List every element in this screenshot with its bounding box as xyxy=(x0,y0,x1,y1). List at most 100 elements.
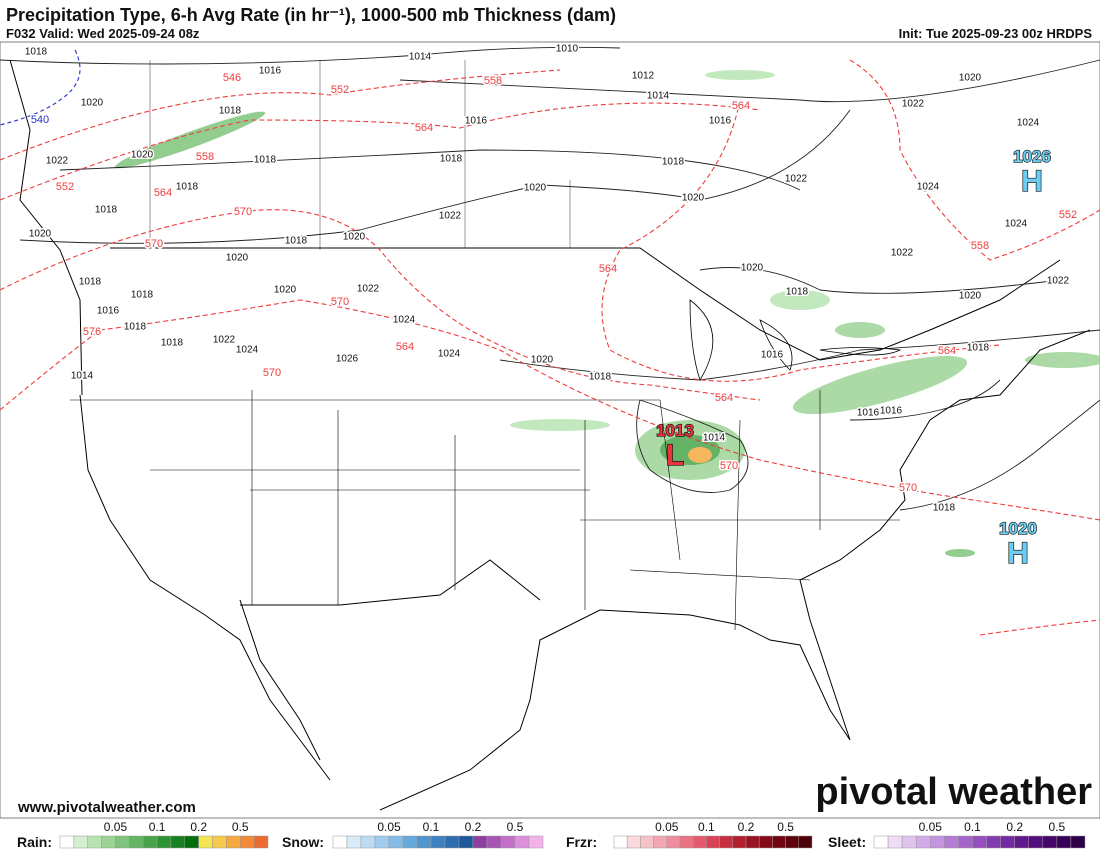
thickness-label: 552 xyxy=(56,181,74,193)
thickness-line xyxy=(0,69,561,161)
isobar-label: 1020 xyxy=(81,98,104,109)
pressure-center-symbol: L xyxy=(666,439,684,472)
isobar-label: 1016 xyxy=(761,350,784,361)
thickness-label: 570 xyxy=(145,238,163,250)
isobar xyxy=(0,46,621,65)
legend-swatch xyxy=(666,835,681,849)
isobar-label: 1020 xyxy=(226,253,249,264)
legend-swatch xyxy=(402,835,418,849)
isobar-label: 1012 xyxy=(632,71,655,82)
isobar-label: 1022 xyxy=(891,248,914,259)
legend-swatch xyxy=(332,835,348,849)
legend-swatch xyxy=(785,835,800,849)
legend-swatch xyxy=(486,835,502,849)
thickness-label: 570 xyxy=(331,296,349,308)
legend-tick-label: 0.2 xyxy=(190,820,207,834)
legend-tick-label: 0.05 xyxy=(104,820,128,834)
legend-swatch xyxy=(430,835,446,849)
legend-swatch xyxy=(472,835,488,849)
legend-swatch xyxy=(514,835,530,849)
legend: Rain: 0.05 0.1 0.2 0.5 Snow: 0.05 0.1 0.2 0.5 Frzr… xyxy=(17,820,1086,850)
legend-swatch xyxy=(226,835,241,849)
isobar-label: 1020 xyxy=(524,183,547,194)
legend-swatch xyxy=(198,835,213,849)
legend-swatch xyxy=(626,835,641,849)
legend-swatch xyxy=(958,835,973,849)
thickness-label: 564 xyxy=(396,341,414,353)
border xyxy=(110,247,1061,361)
isobar-label: 1018 xyxy=(589,372,612,383)
isobar-label: 1016 xyxy=(97,306,120,317)
legend-swatch xyxy=(101,835,116,849)
isobar-label: 1018 xyxy=(161,338,184,349)
isobar-label: 1020 xyxy=(274,285,297,296)
legend-swatch xyxy=(156,835,172,849)
map: 1018 1016 1014 1010 1012 1014 1020 1020 1018 1016… xyxy=(0,41,1100,819)
isobar-label: 1010 xyxy=(556,44,579,55)
isobar xyxy=(59,149,801,191)
legend-swatch xyxy=(915,835,931,849)
coastline xyxy=(79,394,331,781)
legend-swatch xyxy=(59,835,75,849)
precip-area xyxy=(688,447,712,463)
legend-swatch xyxy=(500,835,516,849)
legend-tick-label: 0.1 xyxy=(149,820,166,834)
precip-area xyxy=(792,355,968,415)
isobar-label: 1018 xyxy=(124,322,147,333)
isobar-label: 1016 xyxy=(465,116,488,127)
isobar-label: 1024 xyxy=(236,345,259,356)
legend-swatch xyxy=(253,835,269,849)
isobar xyxy=(699,267,1061,294)
init-time: Init: Tue 2025-09-23 00z HRDPS xyxy=(899,26,1093,41)
isobar-label: 1016 xyxy=(857,408,880,419)
legend-swatch xyxy=(240,835,255,849)
precip-area xyxy=(835,322,885,338)
isobar-label: 1024 xyxy=(438,349,461,360)
isobar-label: 1016 xyxy=(259,66,282,77)
legend-swatch xyxy=(1056,835,1072,849)
isobar-label: 1018 xyxy=(79,277,102,288)
isobar xyxy=(849,379,1001,421)
thickness-label: 564 xyxy=(415,122,433,134)
legend-swatch xyxy=(772,835,786,849)
thickness-label: 570 xyxy=(234,206,252,218)
isobar-label: 1014 xyxy=(647,91,670,102)
province-line xyxy=(149,60,571,250)
legend-swatch xyxy=(887,835,903,849)
precip-area xyxy=(1025,352,1100,368)
legend-tick-label: 0.1 xyxy=(423,820,440,834)
isobar xyxy=(636,399,749,493)
isobar-label: 1018 xyxy=(786,287,809,298)
isobar-label: 1014 xyxy=(703,433,726,444)
coastline xyxy=(239,599,321,761)
legend-label: Frzr: xyxy=(566,834,597,850)
precip-area xyxy=(114,111,266,169)
legend-swatch xyxy=(758,835,773,849)
isobar-label: 1020 xyxy=(959,73,982,84)
thickness-lines xyxy=(0,59,1100,636)
precip-area xyxy=(705,70,775,80)
isobar-label: 1014 xyxy=(71,371,94,382)
legend-swatch xyxy=(212,835,227,849)
isobar-label: 1018 xyxy=(285,236,308,247)
precip-area xyxy=(945,549,975,557)
legend-swatch xyxy=(944,835,959,849)
thickness-label: 564 xyxy=(599,263,617,275)
isobar-label: 1016 xyxy=(880,406,903,417)
isobar-label: 1024 xyxy=(393,315,416,326)
thickness-label: 552 xyxy=(1059,209,1077,221)
legend-tick-label: 0.05 xyxy=(377,820,401,834)
legend-swatch xyxy=(444,835,460,849)
map-labels: 1018 1016 1014 1010 1012 1014 1020 1020 1018 1016… xyxy=(23,42,1078,571)
legend-swatch xyxy=(706,835,720,849)
isobar xyxy=(19,109,851,244)
thickness-label: 558 xyxy=(196,151,214,163)
isobar-label: 1018 xyxy=(933,503,956,514)
thickness-label: 564 xyxy=(715,392,733,404)
pressure-center-value: 1013 xyxy=(656,421,694,440)
isobar-label: 1024 xyxy=(917,182,940,193)
legend-tick-label: 0.5 xyxy=(507,820,524,834)
isobar-label: 1020 xyxy=(131,150,154,161)
border xyxy=(240,559,541,606)
thickness-line xyxy=(979,619,1100,636)
